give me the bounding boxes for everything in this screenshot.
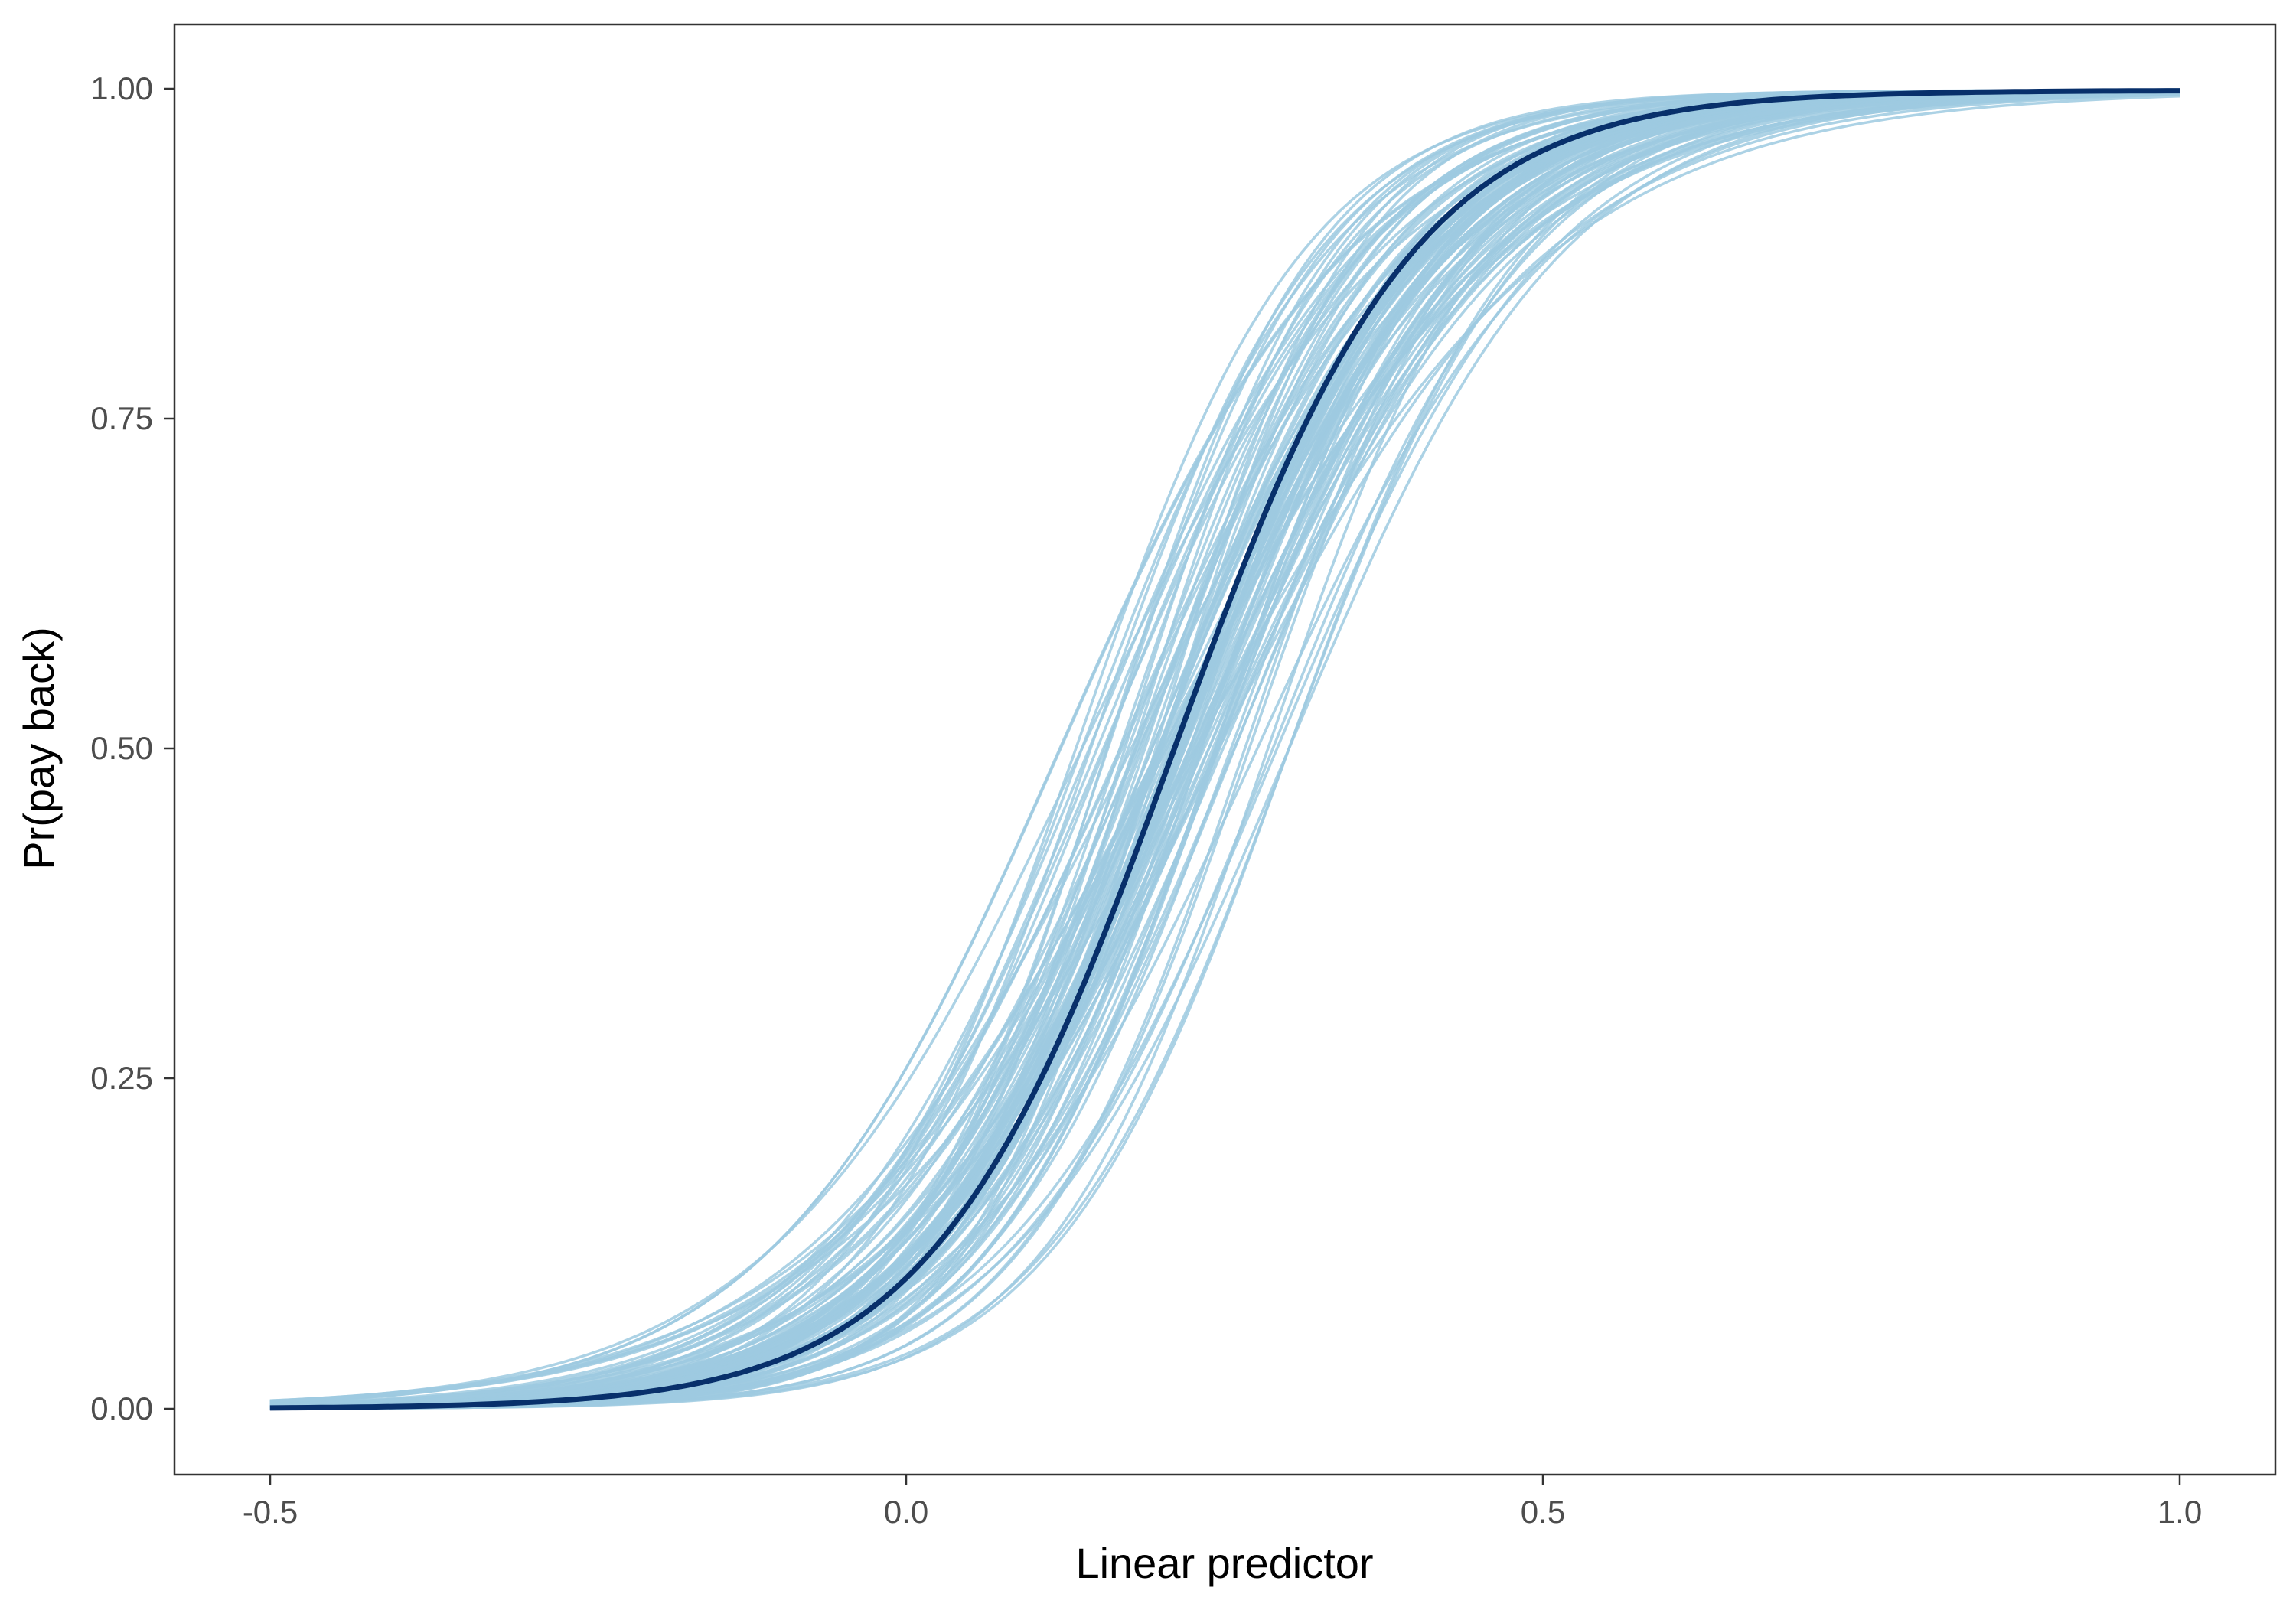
plot-panel-border [173, 23, 2277, 1476]
y-tick-label: 0.50 [90, 730, 153, 766]
y-axis: 0.00 0.25 0.50 0.75 1.00 Pr(pay back) [15, 70, 174, 1426]
x-axis: -0.5 0.0 0.5 1.0 Linear predictor [243, 1475, 2202, 1587]
y-axis-title: Pr(pay back) [15, 627, 63, 869]
y-tick-label: 0.00 [90, 1390, 153, 1426]
y-tick-label: 1.00 [90, 70, 153, 106]
y-tick-label: 0.25 [90, 1060, 153, 1096]
x-tick-label: -0.5 [243, 1494, 298, 1530]
y-tick-label: 0.75 [90, 400, 153, 436]
draw-curve [269, 90, 2180, 1403]
x-axis-title: Linear predictor [1075, 1539, 1373, 1587]
draw-curve [269, 92, 2180, 1409]
mean-curve [269, 88, 2180, 1411]
x-tick-label: 1.0 [2157, 1494, 2202, 1530]
x-tick-label: 0.0 [884, 1494, 928, 1530]
x-tick-label: 0.5 [1521, 1494, 1565, 1530]
